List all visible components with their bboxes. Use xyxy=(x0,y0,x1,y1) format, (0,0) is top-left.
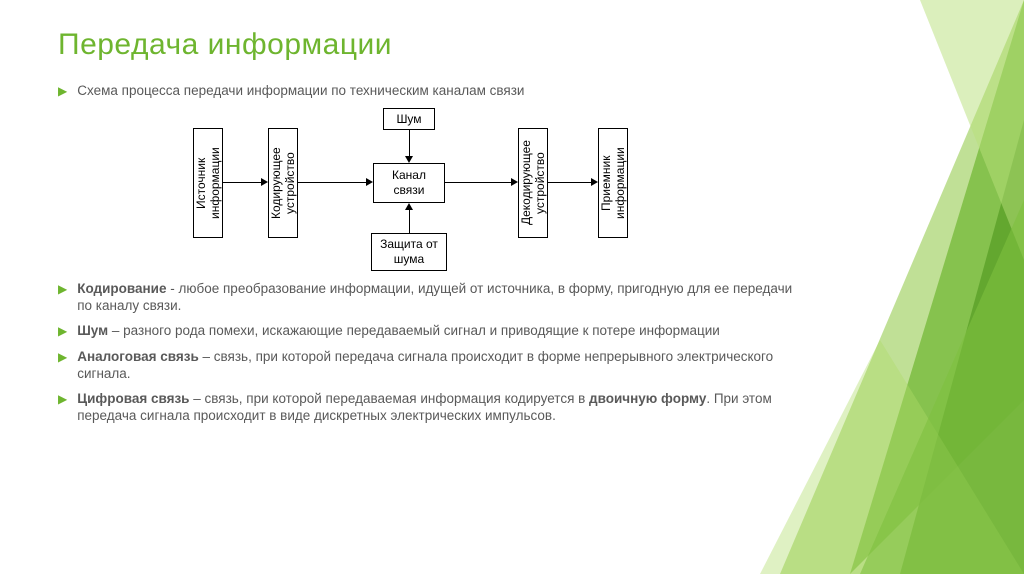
edge xyxy=(409,210,410,233)
slide: Передача информации ▶ Схема процесса пер… xyxy=(0,0,1024,574)
node-receiver: Приемник информации xyxy=(598,128,628,238)
bullet-text: Шум – разного рода помехи, искажающие пе… xyxy=(77,322,720,339)
bullet-icon: ▶ xyxy=(58,322,67,340)
bullet-row: ▶ Цифровая связь – связь, при которой пер… xyxy=(58,390,808,424)
bullet-text: Кодирование - любое преобразование инфор… xyxy=(77,280,808,314)
edge xyxy=(548,182,591,183)
bullet-row: ▶ Кодирование - любое преобразование инфо… xyxy=(58,280,808,314)
intro-row: ▶ Схема процесса передачи информации по … xyxy=(58,82,808,100)
bullet-row: ▶ Аналоговая связь – связь, при которой п… xyxy=(58,348,808,382)
bullet-icon: ▶ xyxy=(58,348,67,366)
bullet-row: ▶ Шум – разного рода помехи, искажающие п… xyxy=(58,322,808,340)
edge xyxy=(223,182,261,183)
bullet-icon: ▶ xyxy=(58,390,67,408)
edge xyxy=(445,182,511,183)
arrow-head-icon xyxy=(405,203,413,210)
intro-text: Схема процесса передачи информации по те… xyxy=(77,82,524,99)
arrow-head-icon xyxy=(366,178,373,186)
arrow-head-icon xyxy=(511,178,518,186)
page-title: Передача информации xyxy=(58,28,808,62)
edge xyxy=(298,182,366,183)
arrow-head-icon xyxy=(261,178,268,186)
bullet-icon: ▶ xyxy=(58,280,67,298)
node-channel: Канал связи xyxy=(373,163,445,203)
node-protect: Защита от шума xyxy=(371,233,447,271)
arrow-head-icon xyxy=(405,156,413,163)
bullet-icon: ▶ xyxy=(58,82,67,100)
diagram-container: Источник информации Кодирующее устройств… xyxy=(58,108,808,268)
content-area: Передача информации ▶ Схема процесса пер… xyxy=(58,28,808,432)
node-source: Источник информации xyxy=(193,128,223,238)
edge xyxy=(409,130,410,156)
bullet-text: Цифровая связь – связь, при которой пере… xyxy=(77,390,808,424)
node-decoder: Декодирующее устройство xyxy=(518,128,548,238)
bullet-text: Аналоговая связь – связь, при которой пе… xyxy=(77,348,808,382)
arrow-head-icon xyxy=(591,178,598,186)
node-encoder: Кодирующее устройство xyxy=(268,128,298,238)
node-noise: Шум xyxy=(383,108,435,130)
bullets-list: ▶ Кодирование - любое преобразование инфо… xyxy=(58,280,808,424)
flowchart-diagram: Источник информации Кодирующее устройств… xyxy=(193,108,673,268)
